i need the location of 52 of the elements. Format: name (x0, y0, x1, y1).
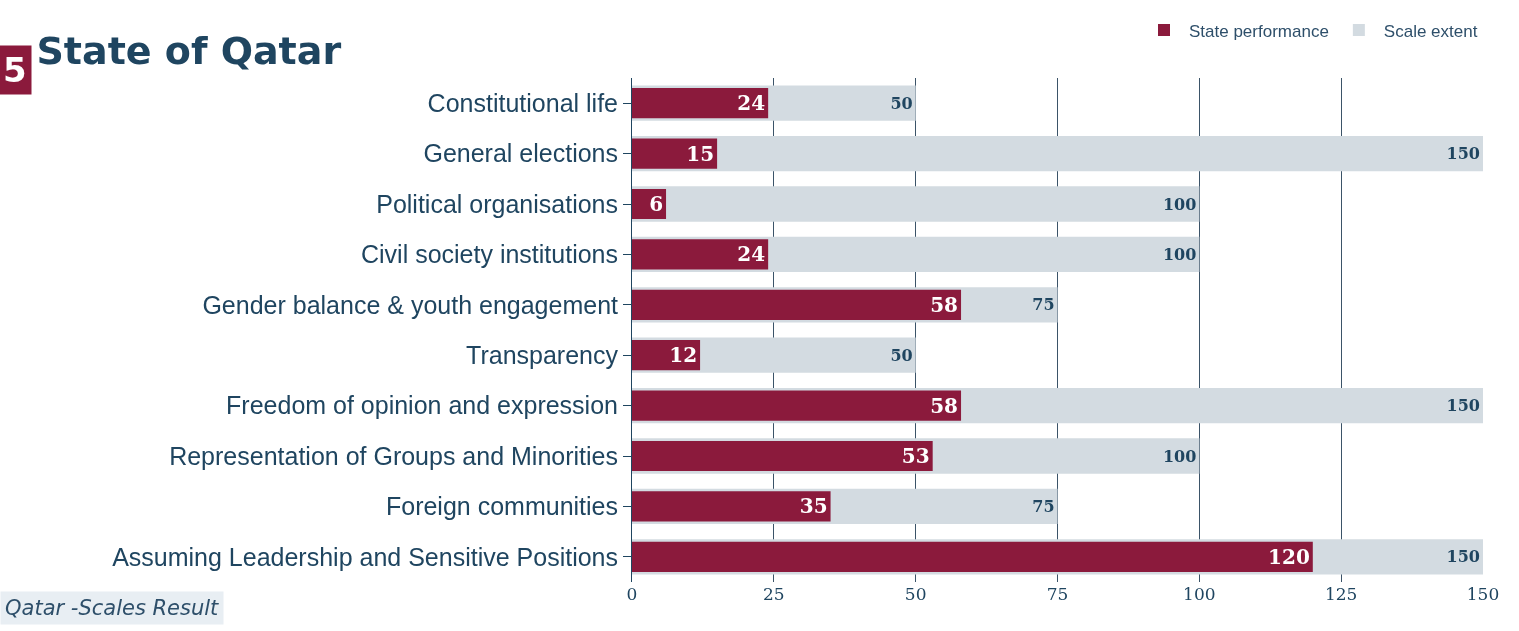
y-tick-label: Freedom of opinion and expression (226, 391, 618, 420)
text: Qatar -Scales Result (5, 596, 220, 620)
bar (632, 186, 1200, 222)
y-tick-label: Gender balance & youth engagement (202, 290, 619, 319)
legend-label: State performance (1189, 21, 1329, 41)
data-label: 24 (737, 91, 766, 116)
bar (632, 88, 769, 119)
data-label: 150 (1446, 144, 1480, 164)
data-label: 15 (686, 141, 715, 166)
data-label: 53 (901, 444, 930, 468)
bar (632, 440, 933, 472)
data-label: 50 (890, 345, 913, 365)
y-tick-label: General elections (423, 139, 618, 168)
y-tick-label: Constitutional life (427, 88, 618, 117)
y-tick-label: Civil society institutions (360, 240, 618, 269)
y-tick-label: Transparency (466, 340, 619, 369)
x-tick-label: 150 (1466, 584, 1500, 604)
data-label: 75 (1032, 295, 1055, 315)
x-tick-label: 100 (1183, 584, 1216, 604)
x-tick-label: 125 (1324, 584, 1358, 604)
y-tick-label: Assuming Leadership and Sensitive Positions (112, 542, 618, 571)
data-label: 120 (1268, 544, 1310, 569)
data-label: 75 (1032, 496, 1055, 516)
data-label: 100 (1162, 244, 1197, 264)
x-tick-label: 0 (626, 584, 638, 604)
data-label: 12 (669, 343, 698, 368)
bar (632, 135, 1483, 172)
data-label: 100 (1162, 446, 1197, 466)
data-label: 100 (1162, 194, 1197, 214)
bar (632, 289, 962, 320)
x-tick-label: 50 (904, 584, 927, 604)
text: 5 (3, 50, 27, 90)
x-tick-label: 25 (763, 584, 785, 604)
data-label: 150 (1446, 547, 1480, 567)
bar (632, 138, 718, 169)
y-tick-label: Political organisations (376, 189, 618, 218)
data-label: 150 (1446, 396, 1480, 416)
legend-label: Scale extent (1383, 21, 1478, 41)
data-label: 58 (930, 393, 959, 418)
x-tick-label: 75 (1046, 584, 1069, 604)
data-label: 6 (649, 192, 664, 216)
data-label: 58 (930, 292, 959, 317)
bar (632, 491, 831, 522)
bar (632, 239, 769, 270)
y-tick-label: Foreign communities (385, 492, 618, 521)
data-label: 35 (799, 494, 828, 519)
data-label: 50 (890, 93, 913, 113)
y-tick-label: Representation of Groups and Minorities (169, 441, 618, 470)
text: State of Qatar (36, 29, 342, 74)
bar (632, 541, 1313, 572)
data-label: 24 (737, 242, 766, 267)
bar (632, 390, 962, 421)
